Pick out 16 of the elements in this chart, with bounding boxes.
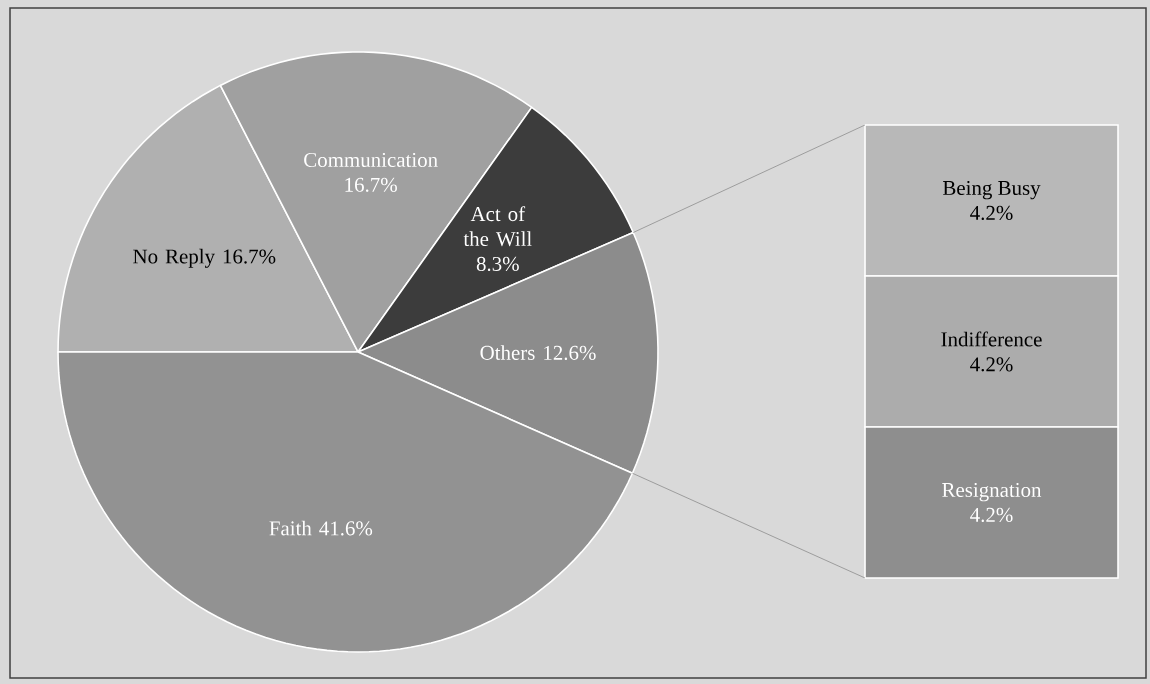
data-label: 4.2% — [970, 205, 1013, 221]
series-label: Resignation — [942, 482, 1042, 502]
data-label: 16.7% — [345, 177, 397, 192]
slice-label: Communication — [304, 152, 438, 167]
slice-label: No Reply — [133, 248, 215, 268]
slice-label: Others — [480, 345, 535, 360]
data-label: 8.3% — [476, 256, 519, 272]
data-label: 41.6% — [319, 521, 373, 536]
data-label: 12.6% — [544, 345, 596, 360]
data-label: 4.2% — [970, 357, 1013, 372]
data-label: 16.7% — [223, 249, 276, 264]
series-label: Being Busy — [943, 180, 1041, 200]
slice-label: Act of the Will — [463, 206, 532, 247]
data-label: 4.2% — [970, 507, 1013, 523]
slice-label: Faith — [269, 520, 312, 536]
series-label: Indifference — [941, 331, 1042, 347]
